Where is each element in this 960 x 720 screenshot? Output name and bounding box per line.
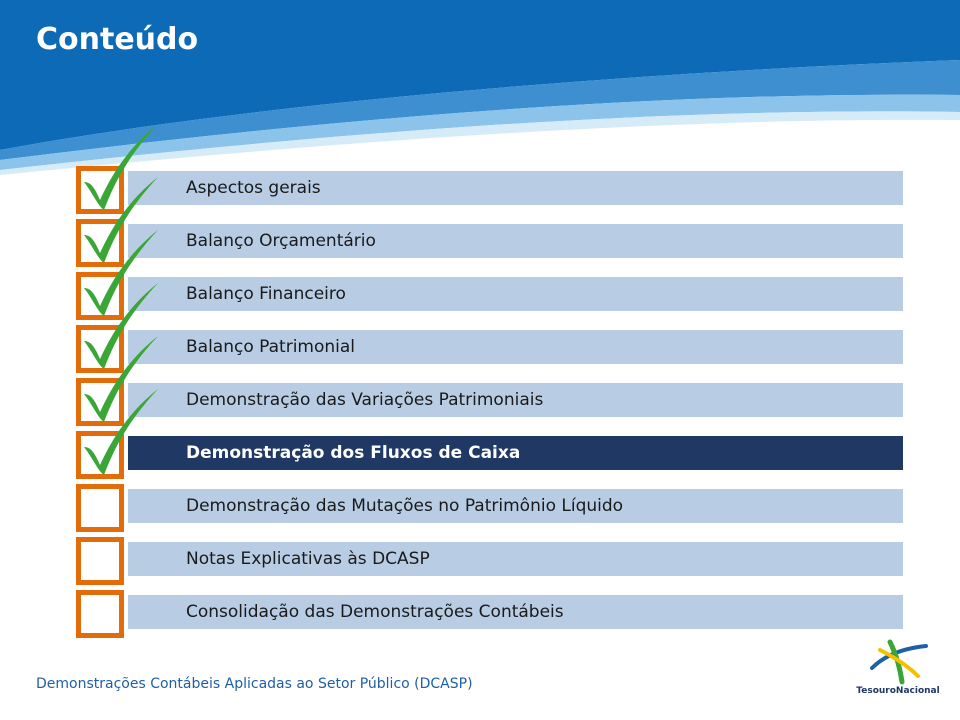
list-item-bar (128, 330, 903, 364)
checkbox (76, 537, 124, 585)
logo-mark-icon (870, 639, 928, 685)
list-item: Demonstração dos Fluxos de Caixa (76, 389, 904, 479)
list-item: Notas Explicativas às DCASP (76, 533, 904, 585)
list-item: Demonstração das Mutações no Patrimônio … (76, 480, 904, 532)
list-item-label: Demonstração dos Fluxos de Caixa (186, 443, 521, 463)
list-item: Balanço Financeiro (76, 230, 904, 320)
checkbox (76, 166, 124, 214)
list-item-bar (128, 224, 903, 258)
checkbox (76, 431, 124, 479)
checkbox (76, 378, 124, 426)
checkbox (76, 590, 124, 638)
list-item-bar (128, 542, 903, 576)
list-item-bar (128, 595, 903, 629)
checkbox (76, 272, 124, 320)
list-item: Aspectos gerais (76, 124, 904, 214)
list-item: Balanço Orçamentário (76, 177, 904, 267)
list-item-bar (128, 489, 903, 523)
list-item-label: Demonstração das Mutações no Patrimônio … (186, 496, 624, 516)
list-item-bar (128, 171, 903, 205)
list-item-label: Balanço Orçamentário (186, 231, 376, 251)
list-item-label: Balanço Patrimonial (186, 337, 356, 357)
list-item-label: Aspectos gerais (186, 178, 321, 198)
checkbox (76, 219, 124, 267)
header-wave-graphic (0, 0, 960, 175)
list-item: Demonstração das Variações Patrimoniais (76, 336, 904, 426)
checkbox (76, 484, 124, 532)
list-item-label: Balanço Financeiro (186, 284, 346, 304)
tesouro-nacional-logo: TesouroNacional (856, 636, 940, 700)
list-item-bar (128, 383, 903, 417)
list-item-bar (128, 277, 903, 311)
page-title: Conteúdo (36, 22, 199, 57)
list-item-label: Notas Explicativas às DCASP (186, 549, 430, 569)
header-banner: Conteúdo (0, 0, 960, 180)
checkbox (76, 325, 124, 373)
list-item: Consolidação das Demonstrações Contábeis (76, 586, 904, 638)
footer-text: Demonstrações Contábeis Aplicadas ao Set… (36, 676, 473, 692)
logo-text: TesouroNacional (856, 686, 940, 696)
list-item: Balanço Patrimonial (76, 283, 904, 373)
list-item-label: Demonstração das Variações Patrimoniais (186, 390, 544, 410)
list-item-label: Consolidação das Demonstrações Contábeis (186, 602, 564, 622)
list-item-bar-highlighted (128, 436, 903, 470)
